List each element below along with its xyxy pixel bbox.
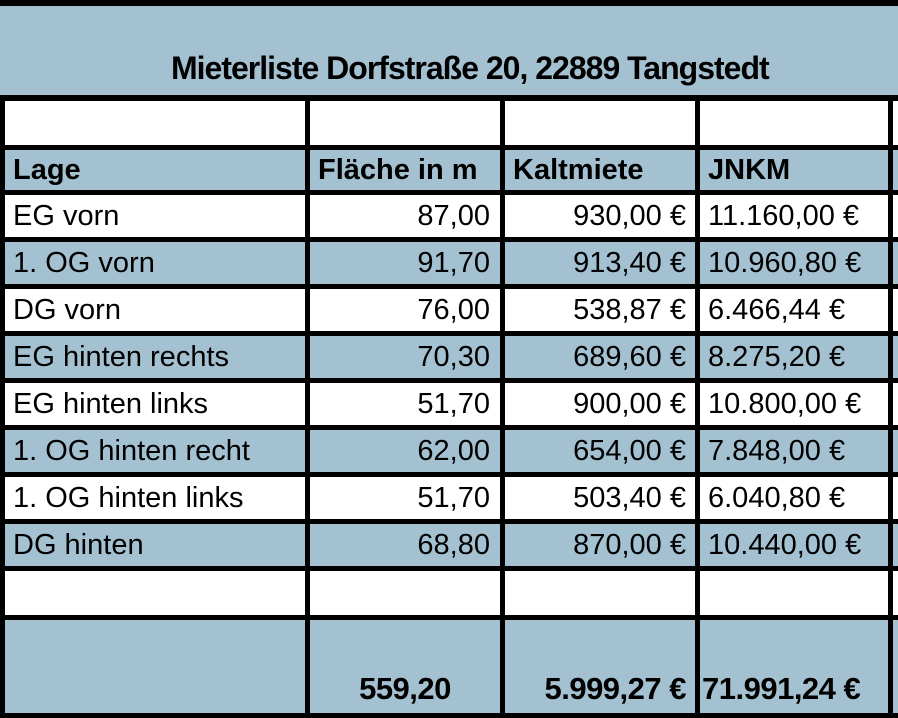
cell-r4-clipped[interactable] (893, 383, 898, 425)
totals-cell-kaltmiete[interactable]: 5.999,27 € (505, 620, 695, 713)
empty-cell[interactable] (700, 101, 888, 145)
cell-r5-jnkm[interactable]: 7.848,00 € (700, 430, 888, 472)
header-cell-kaltmiete[interactable]: Kaltmiete (505, 150, 695, 190)
totals-cell-jnkm[interactable]: 71.991,24 € (700, 620, 888, 713)
cell-r6-lage[interactable]: 1. OG hinten links (5, 477, 305, 519)
empty-cell[interactable] (700, 571, 888, 615)
totals-cell-lage[interactable] (5, 620, 305, 713)
cell-r0-flaeche[interactable]: 87,00 (310, 195, 500, 237)
cell-r1-jnkm[interactable]: 10.960,80 € (700, 242, 888, 284)
cell-r4-flaeche[interactable]: 51,70 (310, 383, 500, 425)
cell-r2-lage[interactable]: DG vorn (5, 289, 305, 331)
totals-cell-clipped[interactable] (893, 620, 898, 713)
empty-cell[interactable] (505, 571, 695, 615)
cell-r3-clipped[interactable] (893, 336, 898, 378)
header-cell-clipped[interactable] (893, 150, 898, 190)
cell-r2-flaeche[interactable]: 76,00 (310, 289, 500, 331)
title-merged-cell[interactable]: Mieterliste Dorfstraße 20, 22889 Tangste… (0, 0, 898, 101)
header-cell-jnkm[interactable]: JNKM (700, 150, 888, 190)
cell-r7-lage[interactable]: DG hinten (5, 524, 305, 566)
empty-cell-clipped[interactable] (893, 101, 898, 145)
cell-r2-kaltmiete[interactable]: 538,87 € (505, 289, 695, 331)
cell-r5-kaltmiete[interactable]: 654,00 € (505, 430, 695, 472)
cell-r3-kaltmiete[interactable]: 689,60 € (505, 336, 695, 378)
tenant-table: Lage Fläche in m Kaltmiete JNKM EG vorn … (0, 101, 898, 718)
cell-r6-jnkm[interactable]: 6.040,80 € (700, 477, 888, 519)
cell-r0-lage[interactable]: EG vorn (5, 195, 305, 237)
cell-r7-kaltmiete[interactable]: 870,00 € (505, 524, 695, 566)
cell-r3-jnkm[interactable]: 8.275,20 € (700, 336, 888, 378)
empty-cell-clipped[interactable] (893, 571, 898, 615)
page-title: Mieterliste Dorfstraße 20, 22889 Tangste… (171, 50, 770, 86)
cell-r1-flaeche[interactable]: 91,70 (310, 242, 500, 284)
cell-r0-clipped[interactable] (893, 195, 898, 237)
cell-r6-kaltmiete[interactable]: 503,40 € (505, 477, 695, 519)
empty-cell[interactable] (505, 101, 695, 145)
cell-r3-lage[interactable]: EG hinten rechts (5, 336, 305, 378)
cell-r4-jnkm[interactable]: 10.800,00 € (700, 383, 888, 425)
empty-cell[interactable] (5, 571, 305, 615)
cell-r5-flaeche[interactable]: 62,00 (310, 430, 500, 472)
cell-r6-flaeche[interactable]: 51,70 (310, 477, 500, 519)
header-cell-flaeche[interactable]: Fläche in m (310, 150, 500, 190)
cell-r0-jnkm[interactable]: 11.160,00 € (700, 195, 888, 237)
cell-r2-jnkm[interactable]: 6.466,44 € (700, 289, 888, 331)
cell-r7-flaeche[interactable]: 68,80 (310, 524, 500, 566)
cell-r4-lage[interactable]: EG hinten links (5, 383, 305, 425)
empty-cell[interactable] (5, 101, 305, 145)
cell-r0-kaltmiete[interactable]: 930,00 € (505, 195, 695, 237)
cell-r1-kaltmiete[interactable]: 913,40 € (505, 242, 695, 284)
empty-cell[interactable] (310, 571, 500, 615)
cell-r7-jnkm[interactable]: 10.440,00 € (700, 524, 888, 566)
totals-cell-flaeche[interactable]: 559,20 (310, 620, 500, 713)
cell-r4-kaltmiete[interactable]: 900,00 € (505, 383, 695, 425)
cell-r5-clipped[interactable] (893, 430, 898, 472)
header-cell-lage[interactable]: Lage (5, 150, 305, 190)
cell-r3-flaeche[interactable]: 70,30 (310, 336, 500, 378)
cell-r1-lage[interactable]: 1. OG vorn (5, 242, 305, 284)
cell-r6-clipped[interactable] (893, 477, 898, 519)
empty-cell[interactable] (310, 101, 500, 145)
cell-r7-clipped[interactable] (893, 524, 898, 566)
cell-r1-clipped[interactable] (893, 242, 898, 284)
cell-r2-clipped[interactable] (893, 289, 898, 331)
cell-r5-lage[interactable]: 1. OG hinten recht (5, 430, 305, 472)
